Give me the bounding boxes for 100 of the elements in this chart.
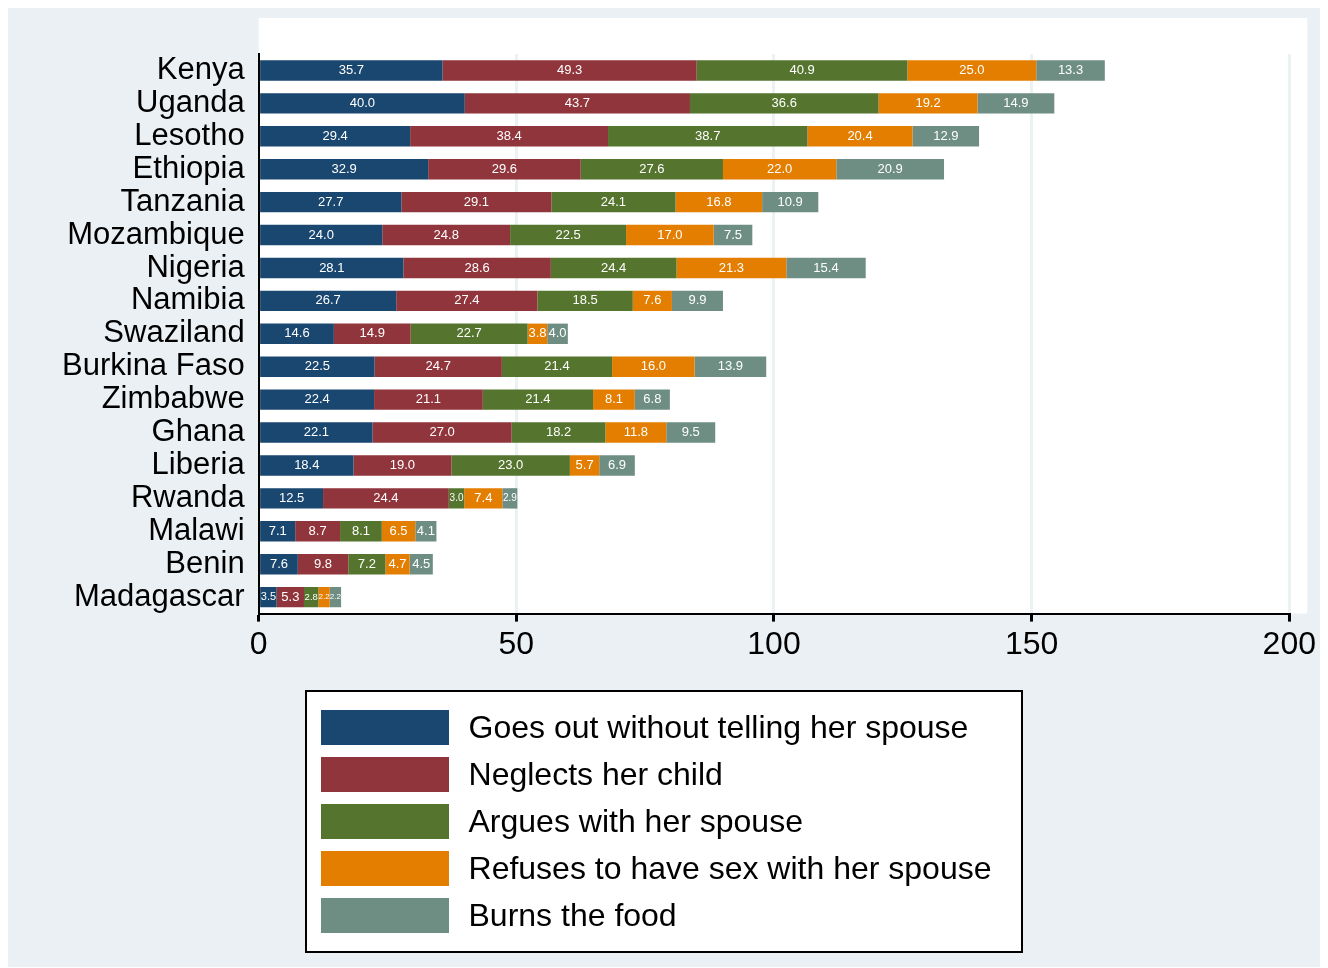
data-label: 18.2 (545, 424, 572, 440)
data-label: 3.8 (528, 325, 547, 341)
data-label: 21.3 (718, 259, 745, 275)
data-label: 4.5 (412, 555, 431, 571)
y-tick-label: Benin (165, 544, 245, 580)
bar (878, 93, 978, 114)
bar (608, 126, 808, 147)
bar (689, 93, 879, 114)
bar (626, 224, 714, 246)
data-label: 14.9 (1003, 94, 1029, 110)
bar (340, 521, 382, 542)
bar (401, 191, 552, 213)
data-label: 18.5 (572, 292, 598, 308)
data-label: 29.6 (491, 160, 518, 176)
data-label: 14.6 (284, 325, 310, 341)
data-label: 35.7 (338, 62, 365, 78)
bar (442, 60, 697, 81)
data-label: 6.8 (643, 391, 662, 407)
bar (382, 224, 511, 246)
data-label: 7.2 (357, 555, 376, 571)
legend-label: Argues with her spouse (468, 803, 803, 840)
data-label: 9.5 (681, 424, 700, 440)
bar (1036, 60, 1105, 81)
bar (807, 126, 913, 147)
data-label: 20.9 (877, 160, 903, 176)
data-label: 2.8 (304, 590, 318, 602)
bar (605, 422, 667, 443)
y-tick-label: Kenya (156, 51, 246, 87)
legend-label: Refuses to have sex with her spouse (468, 850, 992, 887)
data-label: 17.0 (657, 226, 683, 242)
bar (977, 93, 1055, 114)
bar (372, 422, 512, 443)
data-label: 23.0 (497, 457, 524, 473)
data-label: 4.7 (388, 555, 407, 571)
bar (403, 257, 551, 279)
bar (410, 323, 528, 344)
data-label: 8.7 (308, 522, 327, 538)
data-label: 19.2 (915, 94, 941, 110)
bar (451, 455, 570, 476)
data-label: 24.0 (308, 226, 334, 242)
bar (464, 93, 690, 114)
data-label: 27.6 (639, 160, 665, 176)
bar (396, 290, 538, 312)
data-label: 3.5 (260, 590, 277, 603)
bar (428, 159, 581, 180)
data-label: 26.7 (315, 292, 341, 308)
y-tick-label: Malawi (148, 511, 245, 547)
bar (696, 60, 908, 81)
data-label: 19.0 (389, 457, 416, 473)
x-tick-label: 0 (249, 624, 268, 661)
bar (464, 488, 503, 509)
data-label: 27.7 (318, 193, 344, 209)
bar (593, 389, 635, 410)
data-label: 7.1 (268, 522, 287, 538)
data-label: 24.8 (433, 226, 459, 242)
data-label: 8.1 (351, 522, 370, 538)
data-label: 24.1 (600, 193, 627, 209)
bar (260, 356, 375, 377)
legend-label: Burns the food (468, 897, 677, 934)
data-label: 2.2 (318, 592, 331, 602)
bar (333, 323, 411, 344)
data-label: 7.6 (269, 555, 289, 571)
data-label: 5.7 (575, 457, 594, 473)
data-label: 22.0 (766, 160, 793, 176)
data-label: 11.8 (623, 424, 649, 440)
bar (260, 290, 397, 312)
bar (260, 93, 465, 114)
y-tick-label: Ghana (151, 413, 246, 449)
bar (482, 389, 594, 410)
bar (353, 455, 452, 476)
data-label: 43.7 (564, 94, 591, 110)
data-label: 3.0 (449, 492, 464, 504)
data-label: 22.4 (304, 391, 330, 407)
bar (260, 126, 411, 147)
data-label: 14.9 (359, 325, 385, 341)
bar (786, 257, 866, 279)
bar (374, 356, 502, 377)
data-label: 5.3 (281, 588, 300, 604)
data-label: 6.5 (389, 522, 408, 538)
bar (260, 521, 296, 542)
bar (722, 159, 837, 180)
bar (675, 191, 763, 213)
bar (510, 224, 627, 246)
x-tick-label: 150 (1004, 624, 1059, 661)
bar (260, 422, 373, 443)
bar (836, 159, 945, 180)
data-label: 24.7 (425, 358, 451, 374)
bar (260, 191, 402, 213)
data-label: 2.9 (502, 492, 518, 504)
data-label: 7.4 (474, 489, 493, 505)
y-tick-label: Madagascar (74, 577, 245, 613)
data-label: 4.1 (416, 522, 435, 538)
data-label: 40.0 (349, 94, 376, 110)
data-label: 24.4 (373, 489, 399, 505)
data-label: 21.1 (415, 391, 442, 407)
data-label: 15.4 (813, 259, 839, 275)
data-label: 12.9 (933, 127, 959, 143)
data-label: 22.5 (304, 358, 331, 374)
data-label: 21.4 (525, 391, 551, 407)
data-label: 10.9 (777, 193, 803, 209)
